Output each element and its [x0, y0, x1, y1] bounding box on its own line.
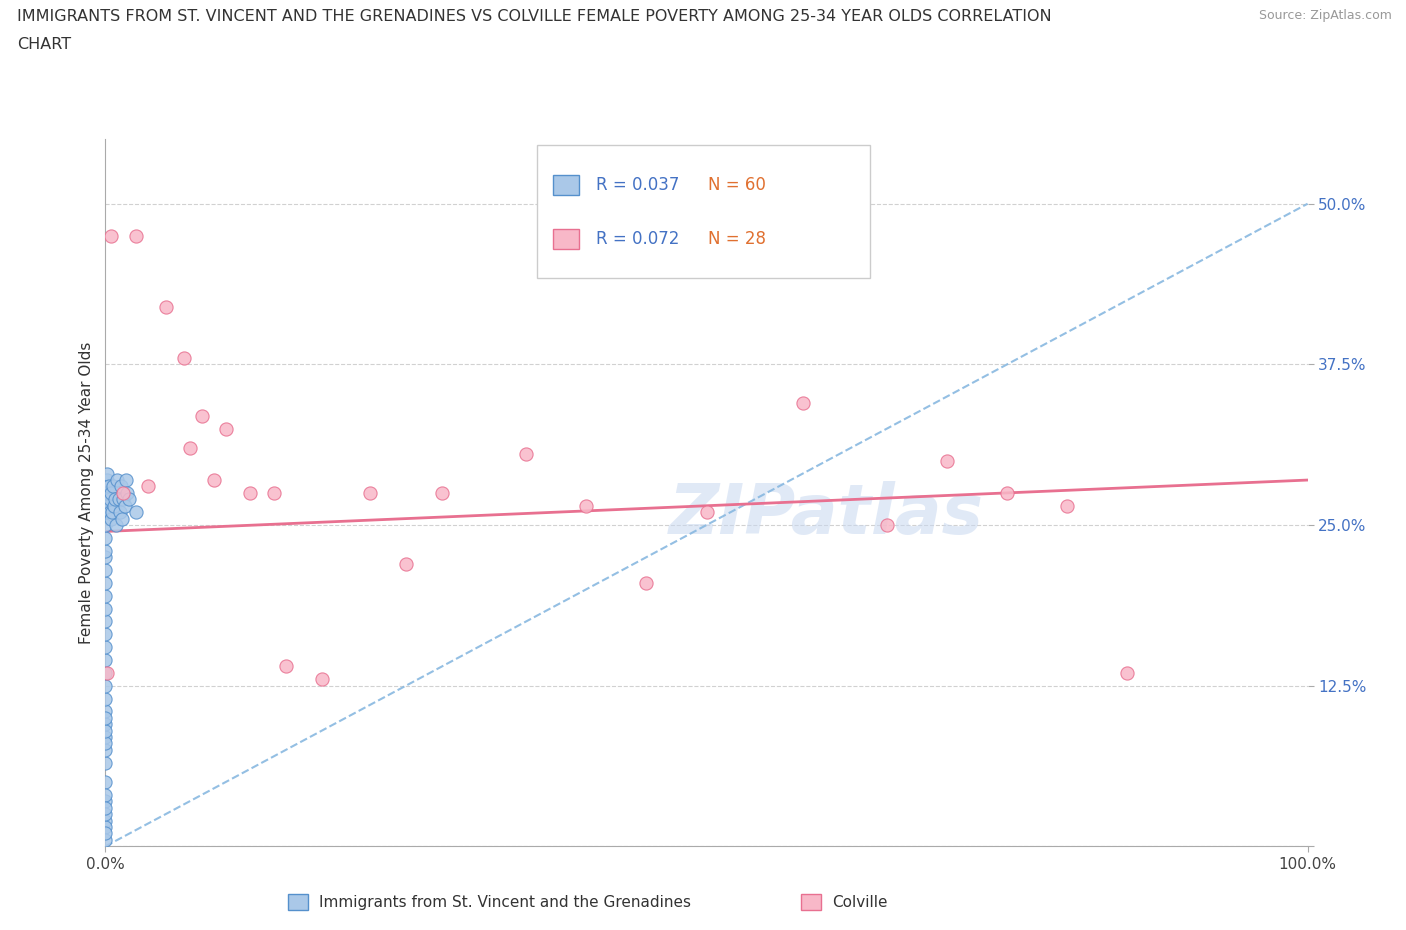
- Text: Colville: Colville: [832, 895, 887, 910]
- Point: [876, 518, 898, 533]
- Point: [190, 408, 212, 423]
- Point: [94, 627, 117, 642]
- Point: [100, 229, 122, 244]
- Point: [94, 640, 117, 655]
- Point: [94, 653, 117, 668]
- Point: [94, 775, 117, 790]
- Point: [101, 479, 124, 494]
- Point: [115, 485, 138, 500]
- Point: [359, 485, 381, 500]
- Point: [94, 813, 117, 828]
- Point: [98, 479, 121, 494]
- Point: [1056, 498, 1078, 513]
- Point: [274, 659, 297, 674]
- Point: [112, 485, 135, 500]
- Point: [100, 512, 122, 526]
- Point: [115, 472, 138, 487]
- Point: [94, 492, 117, 507]
- Point: [94, 543, 117, 558]
- Point: [395, 556, 418, 571]
- Point: [94, 704, 117, 719]
- Text: Source: ZipAtlas.com: Source: ZipAtlas.com: [1258, 9, 1392, 22]
- Point: [94, 601, 117, 616]
- Point: [792, 395, 814, 410]
- Point: [202, 472, 225, 487]
- Point: [94, 826, 117, 841]
- Y-axis label: Female Poverty Among 25-34 Year Olds: Female Poverty Among 25-34 Year Olds: [79, 341, 94, 644]
- Point: [100, 485, 122, 500]
- Point: [104, 492, 127, 507]
- Point: [636, 576, 658, 591]
- Point: [112, 492, 135, 507]
- Point: [114, 498, 136, 513]
- Point: [110, 479, 132, 494]
- Point: [124, 229, 146, 244]
- Point: [94, 794, 117, 809]
- Point: [108, 505, 131, 520]
- Point: [103, 498, 125, 513]
- Point: [311, 671, 333, 686]
- Point: [96, 466, 118, 481]
- Point: [173, 351, 195, 365]
- Point: [136, 479, 159, 494]
- Point: [214, 421, 236, 436]
- Point: [1116, 665, 1139, 680]
- Point: [94, 819, 117, 834]
- Point: [94, 755, 117, 770]
- Point: [94, 479, 117, 494]
- Point: [263, 485, 285, 500]
- Point: [118, 492, 141, 507]
- Point: [97, 498, 120, 513]
- Point: [94, 563, 117, 578]
- Point: [995, 485, 1018, 500]
- Point: [105, 518, 128, 533]
- Point: [94, 505, 117, 520]
- Point: [94, 801, 117, 816]
- Point: [94, 788, 117, 803]
- Text: Immigrants from St. Vincent and the Grenadines: Immigrants from St. Vincent and the Gren…: [319, 895, 692, 910]
- Point: [94, 576, 117, 591]
- Point: [94, 614, 117, 629]
- Text: N = 28: N = 28: [709, 230, 766, 248]
- Point: [575, 498, 598, 513]
- Point: [94, 678, 117, 693]
- Point: [98, 505, 121, 520]
- Point: [124, 505, 146, 520]
- Point: [430, 485, 453, 500]
- Point: [179, 441, 201, 456]
- Point: [101, 505, 124, 520]
- Point: [94, 711, 117, 725]
- Text: R = 0.037: R = 0.037: [596, 176, 679, 193]
- Point: [94, 832, 117, 847]
- Text: CHART: CHART: [17, 37, 70, 52]
- Point: [96, 472, 118, 487]
- Point: [94, 717, 117, 732]
- Point: [111, 512, 134, 526]
- Point: [696, 505, 718, 520]
- Text: N = 60: N = 60: [709, 176, 766, 193]
- Point: [936, 453, 959, 468]
- Point: [94, 724, 117, 738]
- Point: [94, 742, 117, 757]
- Point: [107, 472, 129, 487]
- Point: [98, 492, 121, 507]
- Point: [94, 730, 117, 745]
- Point: [94, 589, 117, 604]
- Point: [96, 665, 118, 680]
- Point: [94, 518, 117, 533]
- Point: [107, 492, 129, 507]
- Text: ZIPatlas: ZIPatlas: [669, 481, 984, 548]
- Point: [155, 299, 177, 314]
- Point: [97, 485, 120, 500]
- Point: [94, 530, 117, 545]
- Point: [239, 485, 262, 500]
- Text: R = 0.072: R = 0.072: [596, 230, 679, 248]
- Point: [94, 736, 117, 751]
- Point: [94, 665, 117, 680]
- Point: [94, 806, 117, 821]
- Point: [94, 691, 117, 706]
- Point: [515, 447, 537, 462]
- Text: IMMIGRANTS FROM ST. VINCENT AND THE GRENADINES VS COLVILLE FEMALE POVERTY AMONG : IMMIGRANTS FROM ST. VINCENT AND THE GREN…: [17, 9, 1052, 24]
- Point: [94, 550, 117, 565]
